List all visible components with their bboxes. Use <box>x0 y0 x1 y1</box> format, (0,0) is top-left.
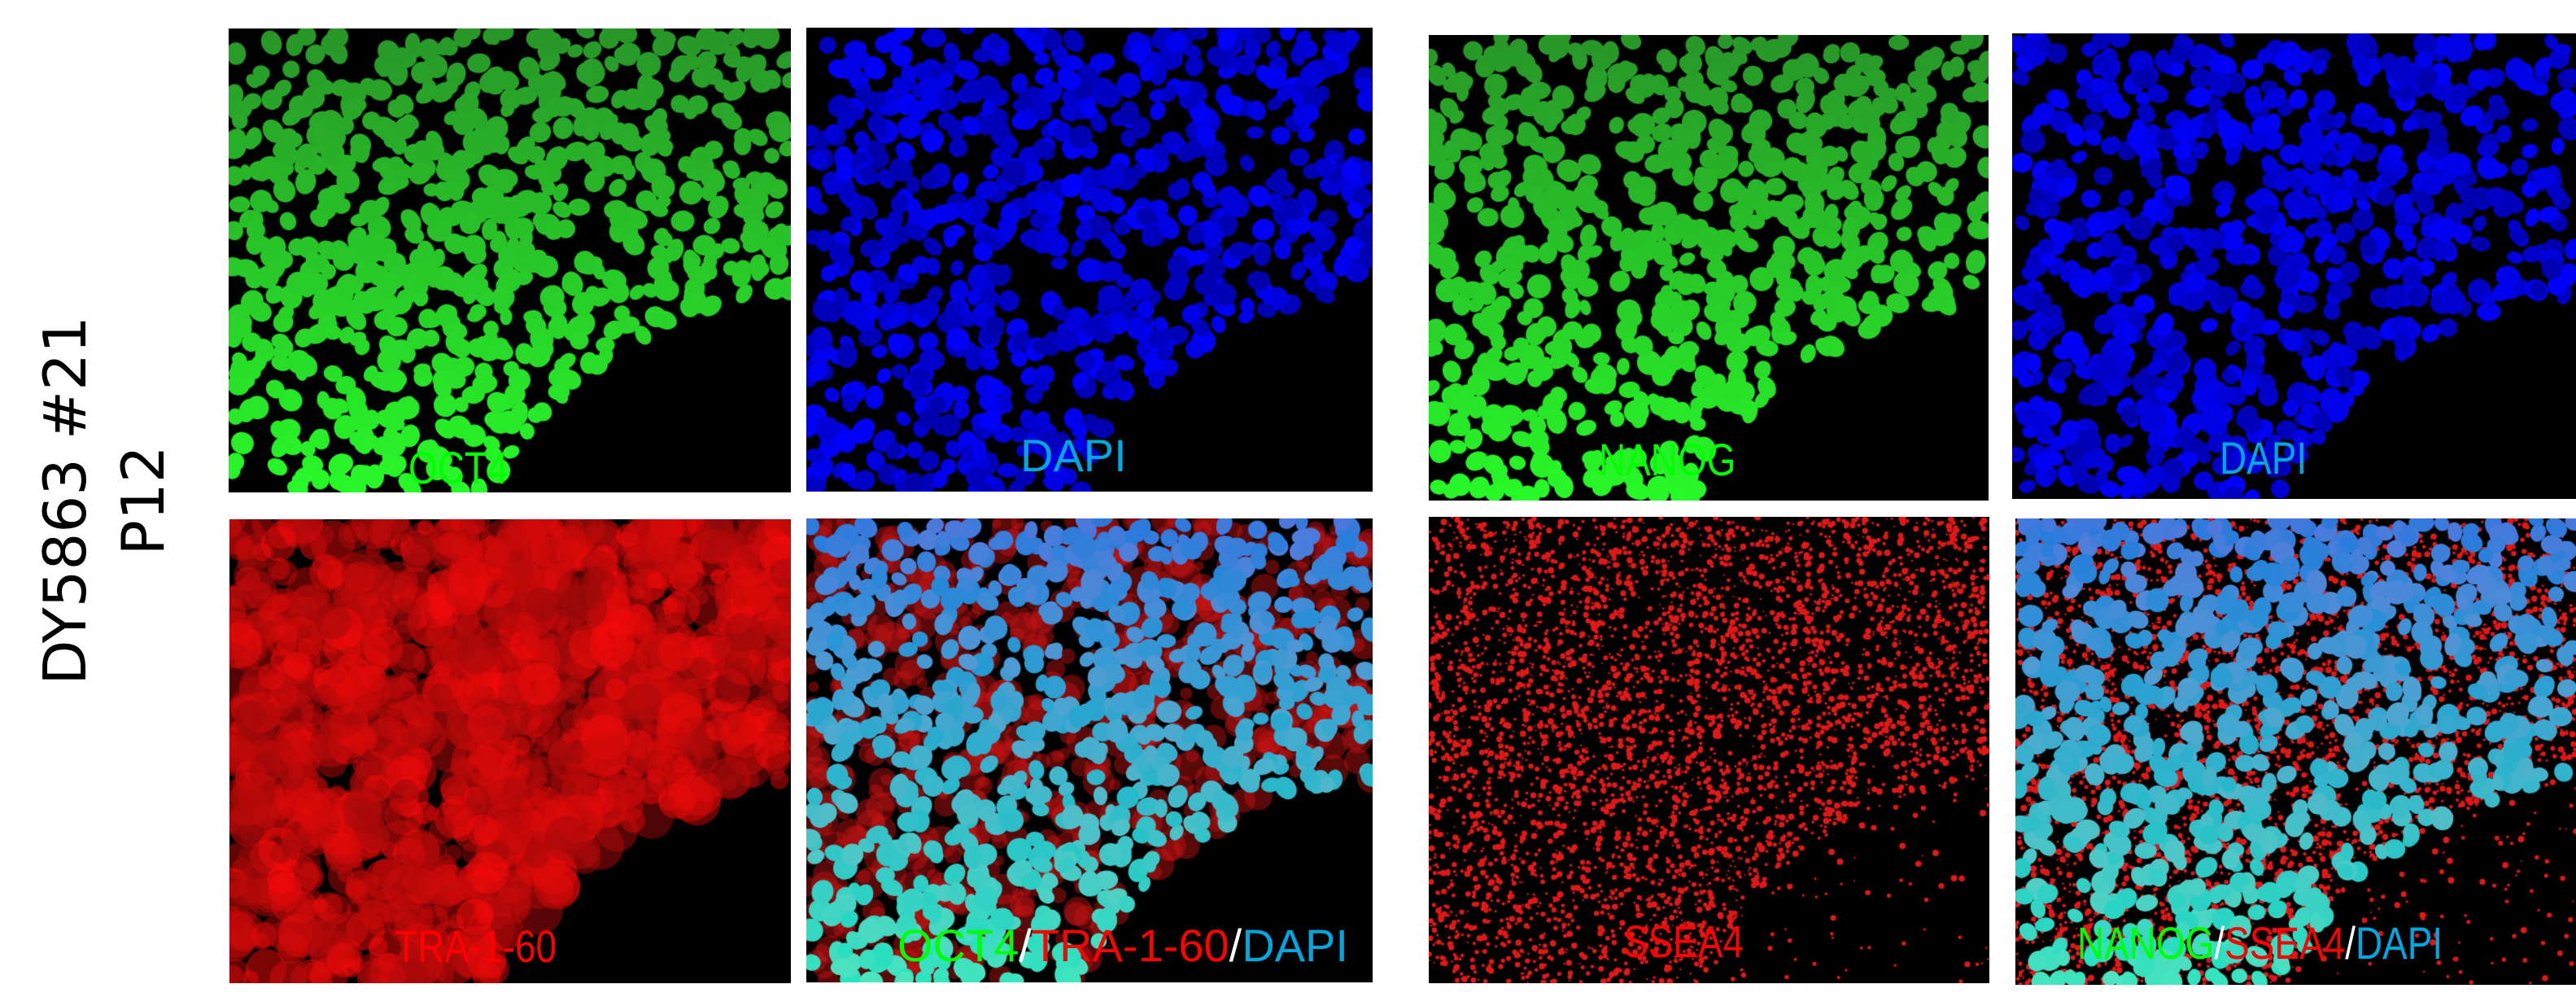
stain-label: DAPI <box>2220 432 2307 483</box>
cell-line-label: DY5863 #21 <box>31 316 99 685</box>
merge-label: OCT4/TRA-1-60/DAPI <box>897 920 1348 971</box>
panel-dapi-2: DAPI <box>2012 33 2576 499</box>
panel-tra-1-60: TRA-1-60 <box>229 519 791 983</box>
micrograph-nanog <box>1429 35 1989 501</box>
stain-label: DAPI <box>1020 430 1127 481</box>
micrograph-ssea4 <box>1429 517 1989 983</box>
passage-label: P12 <box>109 445 177 556</box>
micrograph-dapi-1 <box>806 28 1373 492</box>
micrograph-tra-1-60 <box>229 519 791 983</box>
panel-merge-2: NANOG/SSEA4/DAPI <box>2015 518 2576 985</box>
micrograph-dapi-2 <box>2012 33 2576 499</box>
stain-label: NANOG <box>1599 434 1736 485</box>
panel-merge-1: OCT4/TRA-1-60/DAPI <box>806 518 1373 982</box>
micrograph-merge-1 <box>806 518 1373 982</box>
panel-dapi-1: DAPI <box>806 28 1373 492</box>
stain-label: TRA-1-60 <box>395 921 557 972</box>
micrograph-oct4 <box>229 28 791 492</box>
micrograph-merge-2 <box>2015 518 2576 985</box>
panel-oct4: OCT4 <box>229 28 791 492</box>
stain-label: SSEA4 <box>1623 916 1744 967</box>
merge-label: NANOG/SSEA4/DAPI <box>2077 917 2443 969</box>
panel-ssea4: SSEA4 <box>1429 517 1989 983</box>
stain-label: OCT4 <box>408 442 509 492</box>
panel-nanog: NANOG <box>1429 35 1989 501</box>
